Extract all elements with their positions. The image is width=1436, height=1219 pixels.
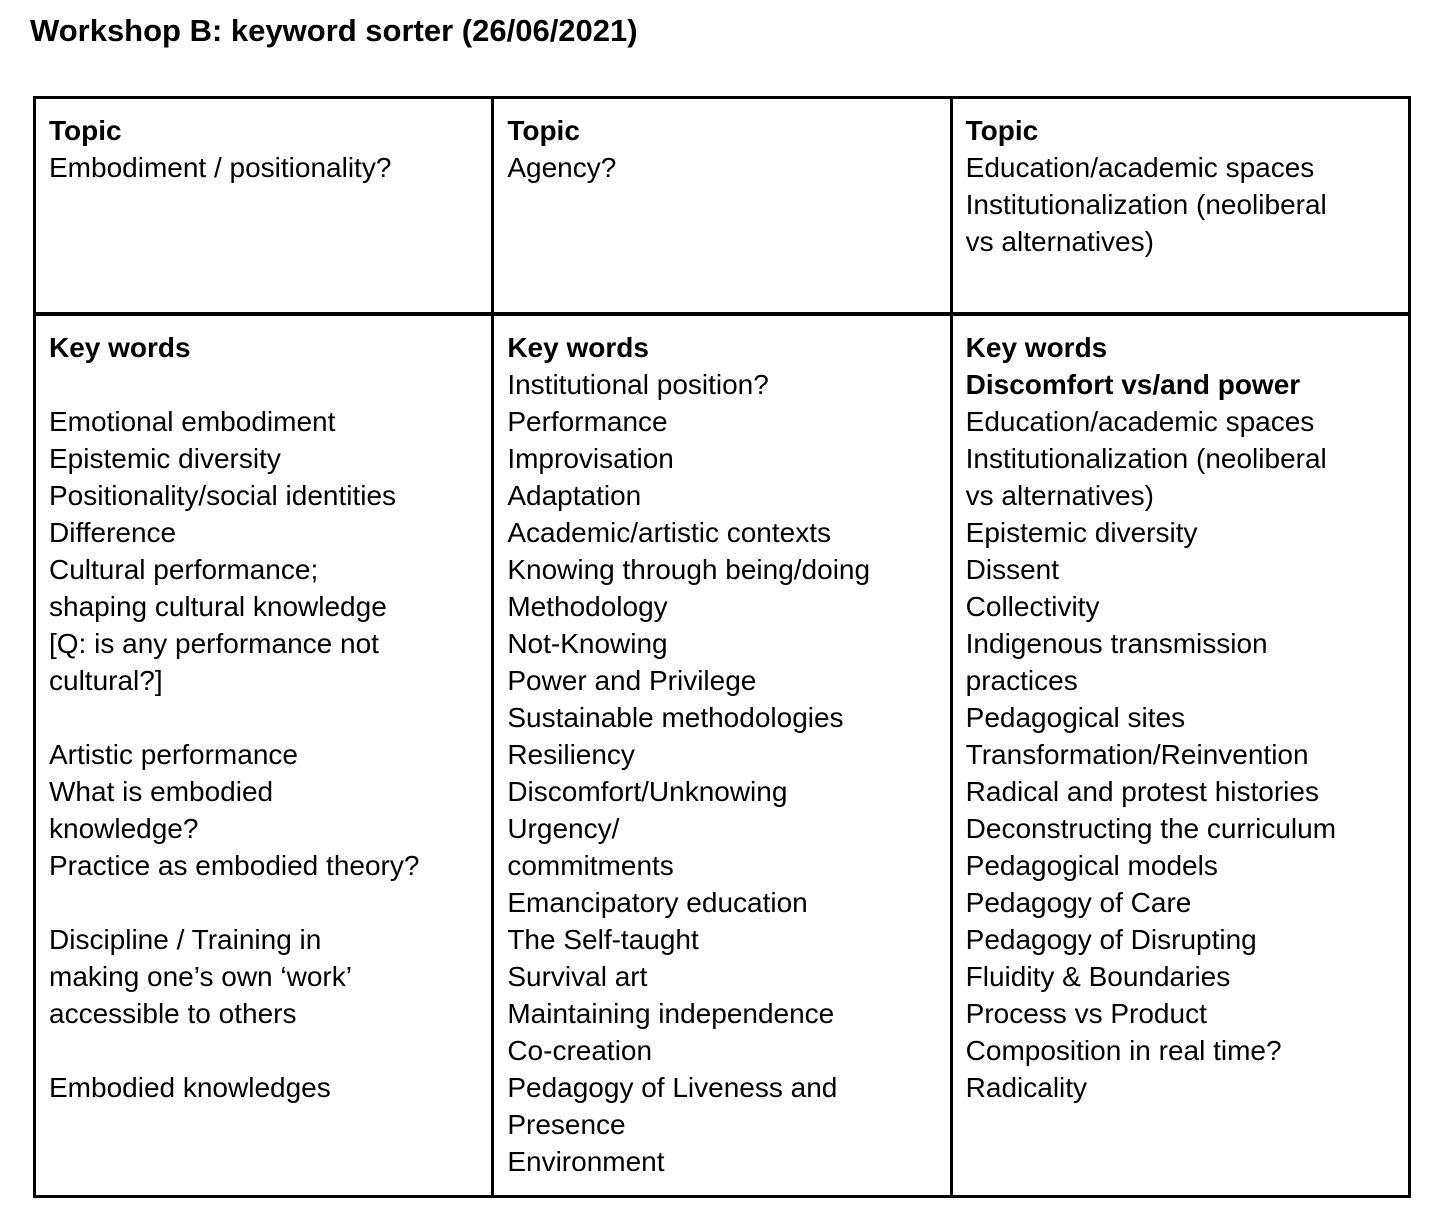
- topic-label: Topic: [49, 115, 122, 146]
- text-line: Indigenous transmission: [965, 628, 1268, 659]
- text-line: vs alternatives): [965, 480, 1154, 511]
- text-line: Academic/artistic contexts: [507, 517, 831, 548]
- text-line: [49, 1032, 483, 1069]
- topic-cell-education: Topic Education/academic spaces Instituti…: [949, 96, 1412, 316]
- text-line: Resiliency: [507, 739, 635, 770]
- keywords-row: Key words Emotional embodiment Epistemic …: [32, 312, 1412, 1198]
- text-line: Deconstructing the curriculum: [965, 813, 1337, 844]
- text-line: making one’s own ‘work’: [49, 961, 352, 992]
- topic-text: Agency?: [507, 149, 941, 186]
- text-line: Cultural performance;: [49, 554, 319, 585]
- keywords-cell-agency: Key words Institutional position? Perform…: [491, 312, 953, 1198]
- text-line: Maintaining independence: [507, 998, 835, 1029]
- text-line: Power and Privilege: [507, 665, 757, 696]
- text-line: Discomfort vs/and power: [965, 369, 1301, 400]
- text-line: Difference: [49, 517, 177, 548]
- text-line: Education/academic spaces: [965, 406, 1315, 437]
- text-line: Methodology: [507, 591, 668, 622]
- text-line: Collectivity: [965, 591, 1100, 622]
- text-line: Adaptation: [507, 480, 642, 511]
- text-line: [49, 366, 483, 403]
- text-line: Institutionalization (neoliberal: [965, 189, 1327, 220]
- topic-label: Topic: [507, 115, 580, 146]
- text-line: Transformation/Reinvention: [965, 739, 1309, 770]
- text-line: Positionality/social identities: [49, 480, 397, 511]
- text-line: Education/academic spaces: [965, 152, 1315, 183]
- text-line: Pedagogy of Care: [965, 887, 1192, 918]
- text-line: Knowing through being/doing: [507, 554, 871, 585]
- text-line: Radicality: [965, 1072, 1088, 1103]
- text-line: shaping cultural knowledge: [49, 591, 387, 622]
- text-line: Discomfort/Unknowing: [507, 776, 788, 807]
- text-line: knowledge?: [49, 813, 199, 844]
- text-line: Urgency/: [507, 813, 620, 844]
- keyword-sorter-table: Topic Embodiment / positionality? Topic …: [32, 96, 1412, 1198]
- text-line: Epistemic diversity: [965, 517, 1198, 548]
- text-line: Pedagogy of Disrupting: [965, 924, 1257, 955]
- text-line: Institutionalization (neoliberal: [965, 443, 1327, 474]
- keywords-label: Key words: [507, 332, 649, 363]
- text-line: Epistemic diversity: [49, 443, 281, 474]
- text-line: Fluidity & Boundaries: [965, 961, 1231, 992]
- topic-cell-embodiment: Topic Embodiment / positionality?: [32, 96, 495, 316]
- text-line: The Self-taught: [507, 924, 699, 955]
- text-line: Process vs Product: [965, 998, 1207, 1029]
- topic-text: Education/academic spaces Institutionaliz…: [966, 149, 1400, 260]
- text-line: accessible to others: [49, 998, 297, 1029]
- text-line: Embodied knowledges: [49, 1072, 331, 1103]
- text-line: Environment: [507, 1146, 665, 1177]
- page-title: Workshop B: keyword sorter (26/06/2021): [30, 13, 638, 48]
- text-line: Co-creation: [507, 1035, 653, 1066]
- text-line: [49, 699, 483, 736]
- text-line: Presence: [507, 1109, 626, 1140]
- text-line: vs alternatives): [965, 226, 1154, 257]
- text-line: Pedagogical sites: [965, 702, 1186, 733]
- text-line: Artistic performance: [49, 739, 298, 770]
- text-line: [Q: is any performance not: [49, 628, 379, 659]
- keywords-cell-education: Key words Discomfort vs/and power Educati…: [949, 312, 1412, 1198]
- text-line: Composition in real time?: [965, 1035, 1282, 1066]
- keywords-list: Institutional position? Performance Improv…: [507, 366, 941, 1180]
- keywords-cell-embodiment: Key words Emotional embodiment Epistemic …: [32, 312, 495, 1198]
- topic-row: Topic Embodiment / positionality? Topic …: [32, 96, 1412, 316]
- text-line: Performance: [507, 406, 668, 437]
- keywords-label: Key words: [49, 332, 191, 363]
- text-line: Agency?: [507, 152, 617, 183]
- text-line: Institutional position?: [507, 369, 769, 400]
- keywords-list: Emotional embodiment Epistemic diversity P…: [49, 366, 483, 1106]
- topic-cell-agency: Topic Agency?: [491, 96, 953, 316]
- text-line: Radical and protest histories: [965, 776, 1319, 807]
- text-line: What is embodied: [49, 776, 274, 807]
- text-line: Emancipatory education: [507, 887, 808, 918]
- keywords-list: Discomfort vs/and power Education/academi…: [966, 366, 1400, 1106]
- topic-text: Embodiment / positionality?: [49, 149, 483, 186]
- topic-label: Topic: [965, 115, 1039, 146]
- text-line: Discipline / Training in: [49, 924, 322, 955]
- text-line: Embodiment / positionality?: [49, 152, 392, 183]
- text-line: Survival art: [507, 961, 648, 992]
- text-line: Pedagogy of Liveness and: [507, 1072, 838, 1103]
- text-line: [49, 884, 483, 921]
- text-line: Dissent: [965, 554, 1060, 585]
- text-line: Sustainable methodologies: [507, 702, 844, 733]
- text-line: commitments: [507, 850, 674, 881]
- text-line: Improvisation: [507, 443, 674, 474]
- text-line: Not-Knowing: [507, 628, 668, 659]
- keywords-label: Key words: [965, 332, 1108, 363]
- text-line: Pedagogical models: [965, 850, 1218, 881]
- text-line: cultural?]: [49, 665, 163, 696]
- text-line: practices: [965, 665, 1078, 696]
- text-line: Emotional embodiment: [49, 406, 336, 437]
- text-line: Practice as embodied theory?: [49, 850, 420, 881]
